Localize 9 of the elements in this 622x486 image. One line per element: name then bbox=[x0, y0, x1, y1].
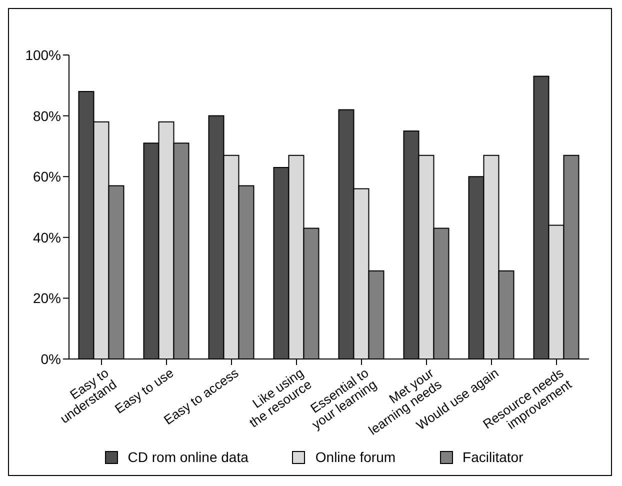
y-tick-label: 60% bbox=[32, 168, 61, 185]
legend-label: CD rom online data bbox=[128, 449, 248, 465]
y-tick-label: 0% bbox=[40, 350, 61, 367]
legend-label: Facilitator bbox=[462, 449, 524, 465]
y-tick-label: 80% bbox=[32, 108, 61, 124]
y-tick-label: 40% bbox=[32, 229, 61, 246]
y-tick-label: 20% bbox=[32, 290, 61, 306]
y-tick-label: 100% bbox=[25, 46, 61, 63]
legend-label: Online forum bbox=[315, 449, 396, 465]
